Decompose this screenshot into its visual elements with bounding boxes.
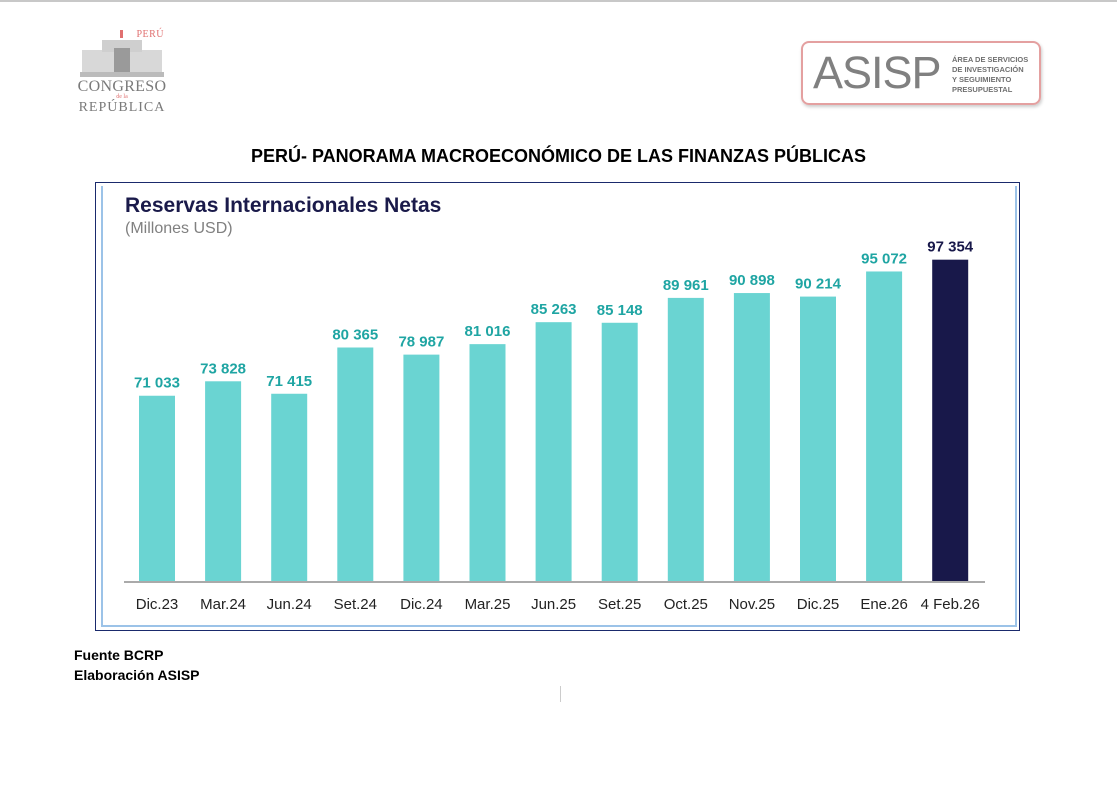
x-tick-label: Dic.24	[400, 596, 443, 613]
x-tick-label: Jun.25	[531, 596, 576, 613]
bar	[535, 322, 572, 582]
data-label: 95 072	[861, 250, 907, 267]
bar	[601, 322, 638, 582]
asisp-desc-line: Y SEGUIMIENTO	[952, 75, 1012, 84]
data-label: 71 033	[134, 375, 180, 392]
congreso-logo: PERÚ CONGRESO de la REPÚBLICA	[76, 24, 168, 116]
bar	[667, 297, 704, 582]
congreso-logo-country: PERÚ	[136, 29, 164, 40]
elaboration-note: Elaboración ASISP	[74, 667, 200, 683]
asisp-desc-line: ÁREA DE SERVICIOS	[952, 55, 1029, 64]
page-top-border	[0, 0, 1117, 2]
asisp-desc-line: PRESUPUESTAL	[952, 85, 1013, 94]
x-tick-label: Set.24	[334, 596, 377, 613]
bar	[469, 344, 506, 582]
data-label: 71 415	[266, 373, 312, 390]
bar	[932, 259, 969, 582]
bar	[733, 293, 770, 582]
congreso-logo-line3: REPÚBLICA	[78, 100, 166, 115]
x-tick-label: Mar.24	[200, 596, 246, 613]
asisp-logo: ASISP ÁREA DE SERVICIOS DE INVESTIGACIÓN…	[801, 41, 1041, 105]
bar	[800, 296, 836, 582]
chart-frame	[95, 182, 1020, 631]
asisp-desc-line: DE INVESTIGACIÓN	[952, 65, 1024, 74]
bar	[205, 381, 242, 582]
data-label: 89 961	[663, 277, 709, 294]
data-label: 90 898	[729, 272, 775, 289]
congress-building-icon	[80, 30, 164, 77]
bar	[139, 395, 175, 582]
bar	[403, 354, 440, 582]
chart-subtitle: (Millones USD)	[125, 220, 233, 237]
bar	[337, 347, 374, 582]
x-tick-label: Oct.25	[664, 596, 708, 613]
chart-inner-frame	[101, 186, 1017, 627]
data-label: 85 148	[597, 302, 643, 319]
text-cursor	[560, 686, 561, 702]
source-note: Fuente BCRP	[74, 647, 164, 663]
data-label: 73 828	[200, 360, 246, 377]
document-title: PERÚ- PANORAMA MACROECONÓMICO DE LAS FIN…	[251, 146, 866, 166]
bar	[271, 393, 308, 582]
x-tick-label: Nov.25	[729, 596, 775, 613]
x-tick-label: Dic.23	[136, 596, 179, 613]
asisp-acronym: ASISP	[813, 47, 942, 98]
congreso-logo-line1: CONGRESO	[77, 78, 167, 95]
data-label: 80 365	[332, 326, 378, 343]
x-tick-label: Set.25	[598, 596, 641, 613]
x-tick-label: Ene.26	[860, 596, 908, 613]
data-label: 90 214	[795, 276, 842, 293]
x-tick-label: Jun.24	[267, 596, 312, 613]
congreso-logo-line2: de la	[116, 94, 128, 100]
data-label: 78 987	[398, 334, 444, 351]
data-label: 97 354	[927, 239, 974, 256]
bar	[866, 271, 903, 582]
asisp-description: ÁREA DE SERVICIOS DE INVESTIGACIÓN Y SEG…	[952, 55, 1037, 95]
data-label: 81 016	[465, 323, 511, 340]
chart-title: Reservas Internacionales Netas	[125, 194, 442, 217]
x-tick-label: Mar.25	[465, 596, 511, 613]
data-label: 85 263	[531, 301, 577, 318]
x-tick-label: 4 Feb.26	[921, 596, 980, 613]
x-tick-label: Dic.25	[797, 596, 840, 613]
